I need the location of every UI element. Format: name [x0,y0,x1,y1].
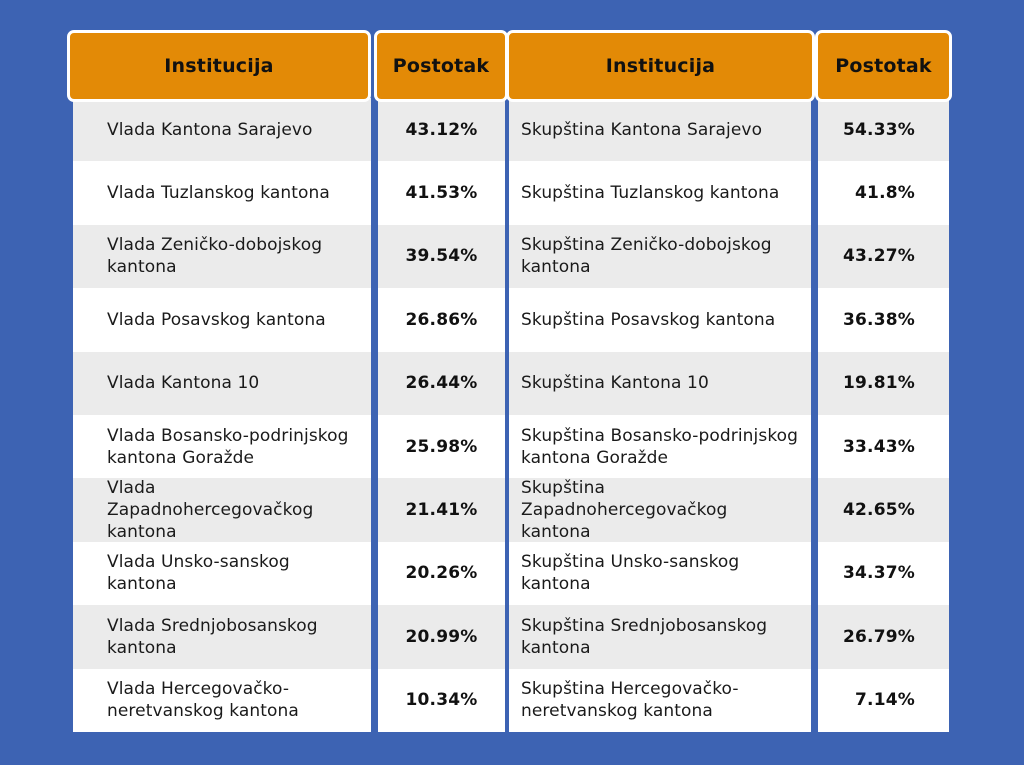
percentage-value: 43.12% [405,119,478,140]
table-row: 43.12% [378,98,505,162]
header-left-percent: Postotak [374,30,508,102]
institution-name: Vlada Posavskog kantona [107,309,326,330]
institution-name: Skupština Srednjobosanskog kantona [521,615,768,658]
institution-name: Vlada Zapadnohercegovačkog kantona [107,478,314,543]
right-institution-column: Skupština Kantona Sarajevo Skupština Tuzl… [509,98,811,732]
table-row: Vlada Hercegovačko-neretvanskog kantona [73,669,371,732]
percentage-value: 7.14% [855,690,915,711]
table-row: Skupština Hercegovačko-neretvanskog kant… [509,669,811,732]
percentage-value: 21.41% [405,500,478,521]
institution-name: Skupština Bosansko-podrinjskog kantona G… [521,425,799,468]
percentage-value: 19.81% [842,373,915,394]
institution-name: Vlada Tuzlanskog kantona [107,183,330,204]
institution-name: Skupština Unsko-sanskog kantona [521,552,740,595]
table-row: 33.43% [818,415,949,478]
table-row: Vlada Srednjobosanskog kantona [73,605,371,669]
table-row: Vlada Unsko-sanskog kantona [73,542,371,605]
table-row: Skupština Kantona 10 [509,351,811,415]
percentage-value: 41.53% [405,183,478,204]
table-row: 10.34% [378,669,505,732]
institution-name: Skupština Hercegovačko-neretvanskog kant… [521,679,739,722]
institution-name: Skupština Kantona 10 [521,373,709,394]
left-percent-column: 43.12% 41.53% 39.54% 26.86% 26.44% 25.98% 21.4… [378,98,505,732]
header-right-percent: Postotak [815,30,952,102]
right-percent-column: 54.33% 41.8% 43.27% 36.38% 19.81% 33.43% 42.65… [818,98,949,732]
table-row: Skupština Unsko-sanskog kantona [509,542,811,605]
table-row: 36.38% [818,288,949,351]
percentage-value: 42.65% [842,500,915,521]
table-row: Skupština Srednjobosanskog kantona [509,605,811,669]
percentage-value: 39.54% [405,246,478,267]
institution-name: Skupština Kantona Sarajevo [521,119,763,140]
table-row: 7.14% [818,669,949,732]
table-row: 21.41% [378,478,505,542]
percentage-value: 20.99% [405,626,478,647]
table-row: Vlada Bosansko-podrinjskog kantona Goraž… [73,415,371,478]
institution-name: Skupština Tuzlanskog kantona [521,183,780,204]
institution-name: Vlada Kantona 10 [107,373,260,394]
table-row: Vlada Kantona 10 [73,351,371,415]
percentage-value: 54.33% [842,119,915,140]
table-row: Skupština Posavskog kantona [509,288,811,351]
table-row: 26.44% [378,351,505,415]
institution-name: Vlada Zeničko-dobojskog kantona [107,235,323,278]
institution-name: Vlada Kantona Sarajevo [107,119,313,140]
percentage-value: 36.38% [842,309,915,330]
percentage-value: 41.8% [855,183,915,204]
table-row: Vlada Posavskog kantona [73,288,371,351]
table-row: Skupština Zeničko-dobojskog kantona [509,224,811,289]
table-row: 39.54% [378,224,505,289]
table-row: Skupština Tuzlanskog kantona [509,161,811,224]
percentage-value: 25.98% [405,436,478,457]
institution-name: Vlada Srednjobosanskog kantona [107,615,318,658]
table-row: 34.37% [818,542,949,605]
institution-name: Skupština Zapadnohercegovačkog kantona [521,478,728,543]
table-row: Skupština Kantona Sarajevo [509,98,811,162]
percentage-value: 43.27% [842,246,915,267]
institution-name: Skupština Posavskog kantona [521,309,776,330]
percentage-value: 26.44% [405,373,478,394]
table-row: Vlada Kantona Sarajevo [73,98,371,162]
table-row: Vlada Tuzlanskog kantona [73,161,371,224]
percentage-value: 26.79% [842,626,915,647]
percentage-value: 26.86% [405,309,478,330]
institution-name: Vlada Hercegovačko-neretvanskog kantona [107,679,299,722]
header-right-institution: Institucija [506,30,815,102]
left-institution-column: Vlada Kantona Sarajevo Vlada Tuzlanskog k… [73,98,371,732]
institution-name: Vlada Bosansko-podrinjskog kantona Goraž… [107,425,349,468]
table-row: Vlada Zeničko-dobojskog kantona [73,224,371,289]
table-row: 26.86% [378,288,505,351]
percentage-value: 10.34% [405,690,478,711]
table-row: 43.27% [818,224,949,289]
institution-name: Skupština Zeničko-dobojskog kantona [521,235,772,278]
percentage-value: 20.26% [405,563,478,584]
table-row: Vlada Zapadnohercegovačkog kantona [73,478,371,543]
table-row: 20.26% [378,542,505,605]
header-left-institution: Institucija [67,30,371,102]
institution-name: Vlada Unsko-sanskog kantona [107,552,290,595]
table-row: 26.79% [818,605,949,669]
table-row: 19.81% [818,351,949,415]
table-row: 54.33% [818,98,949,162]
table-row: Skupština Zapadnohercegovačkog kantona [509,478,811,543]
table-row: 25.98% [378,415,505,478]
table-row: 41.8% [818,161,949,224]
table-row: Skupština Bosansko-podrinjskog kantona G… [509,415,811,478]
table-row: 41.53% [378,161,505,224]
percentage-value: 33.43% [842,436,915,457]
table-row: 20.99% [378,605,505,669]
table-row: 42.65% [818,478,949,542]
percentage-value: 34.37% [842,563,915,584]
